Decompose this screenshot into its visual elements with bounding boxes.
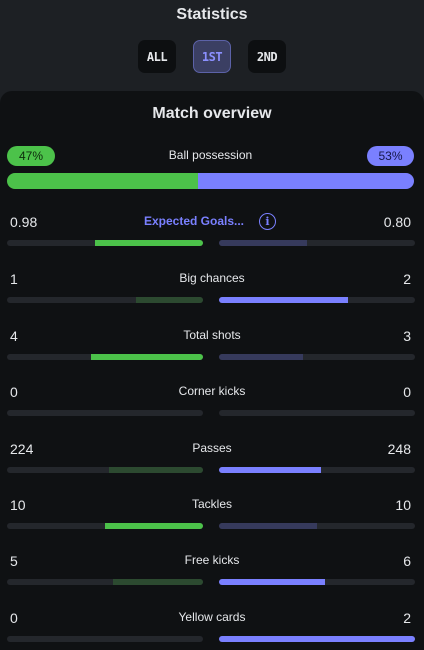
home-bar (7, 467, 203, 473)
away-bar-fill (219, 297, 349, 303)
away-value: 0 (403, 384, 411, 400)
home-bar (7, 354, 203, 360)
away-bar (219, 354, 415, 360)
home-value: 5 (10, 553, 18, 569)
home-value: 224 (10, 441, 34, 457)
home-bar-fill (112, 579, 203, 585)
page-title: Statistics (176, 6, 248, 23)
away-bar-fill (219, 467, 321, 473)
possession-label: Ball possession (168, 148, 253, 162)
away-bar-fill (219, 523, 317, 529)
away-value: 0.80 (383, 214, 411, 230)
away-value: 2 (403, 271, 411, 287)
home-bar (7, 523, 203, 529)
tab-second-half[interactable]: 2ND (248, 40, 286, 73)
home-bar-fill (105, 523, 203, 529)
stat-label: Corner kicks (178, 384, 246, 398)
stat-label: Free kicks (184, 553, 240, 567)
away-value: 10 (395, 497, 411, 513)
away-value: 3 (403, 328, 411, 344)
card-title: Match overview (152, 105, 272, 122)
away-bar (219, 523, 415, 529)
home-bar-fill (108, 467, 203, 473)
tab-first-half[interactable]: 1ST (193, 40, 231, 73)
period-tabs: ALL 1ST 2ND (0, 40, 424, 73)
home-value: 4 (10, 328, 18, 344)
possession-bar (7, 173, 414, 189)
away-bar (219, 636, 415, 642)
stat-row: 1 Big chances 2 (0, 271, 424, 311)
home-bar (7, 636, 203, 642)
stat-label: Big chances (179, 271, 245, 285)
away-value: 6 (403, 553, 411, 569)
stat-row: 224 Passes 248 (0, 441, 424, 481)
home-value: 0.98 (10, 214, 38, 230)
stat-row[interactable]: 0.98 Expected Goals... i 0.80 (0, 213, 424, 254)
match-overview-card: Match overview 47% Ball possession 53% 0… (0, 91, 424, 650)
home-bar (7, 579, 203, 585)
away-bar (219, 297, 415, 303)
away-bar (219, 579, 415, 585)
home-bar (7, 410, 203, 416)
stat-row: 10 Tackles 10 (0, 497, 424, 537)
away-possession-badge: 53% (367, 146, 414, 166)
home-value: 0 (10, 610, 18, 626)
stat-row: 0 Corner kicks 0 (0, 384, 424, 424)
tab-all[interactable]: ALL (138, 40, 176, 73)
info-icon[interactable]: i (259, 213, 276, 230)
stat-label: Yellow cards (178, 610, 246, 624)
stat-label: Passes (192, 441, 232, 455)
away-bar-fill (219, 240, 308, 246)
home-bar-fill (136, 297, 203, 303)
possession-bar-home (7, 173, 199, 189)
away-bar-fill (219, 354, 304, 360)
possession-row: 47% Ball possession 53% (7, 146, 414, 166)
away-bar (219, 410, 415, 416)
home-bar (7, 297, 203, 303)
home-bar-fill (95, 240, 203, 246)
home-possession-badge: 47% (7, 146, 55, 166)
home-value: 10 (10, 497, 26, 513)
home-bar (7, 240, 203, 246)
away-bar (219, 240, 415, 246)
possession-bar-away (198, 173, 414, 189)
away-bar (219, 467, 415, 473)
away-value: 2 (403, 610, 411, 626)
stat-row: 4 Total shots 3 (0, 328, 424, 368)
stat-row: 0 Yellow cards 2 (0, 610, 424, 650)
home-value: 1 (10, 271, 18, 287)
stat-label: Total shots (183, 328, 241, 342)
away-bar-fill (219, 636, 415, 642)
away-bar-fill (219, 579, 325, 585)
home-value: 0 (10, 384, 18, 400)
stat-label: Tackles (191, 497, 232, 511)
home-bar-fill (91, 354, 203, 360)
stat-row: 5 Free kicks 6 (0, 553, 424, 593)
away-value: 248 (387, 441, 411, 457)
stat-label[interactable]: Expected Goals... (143, 214, 245, 228)
